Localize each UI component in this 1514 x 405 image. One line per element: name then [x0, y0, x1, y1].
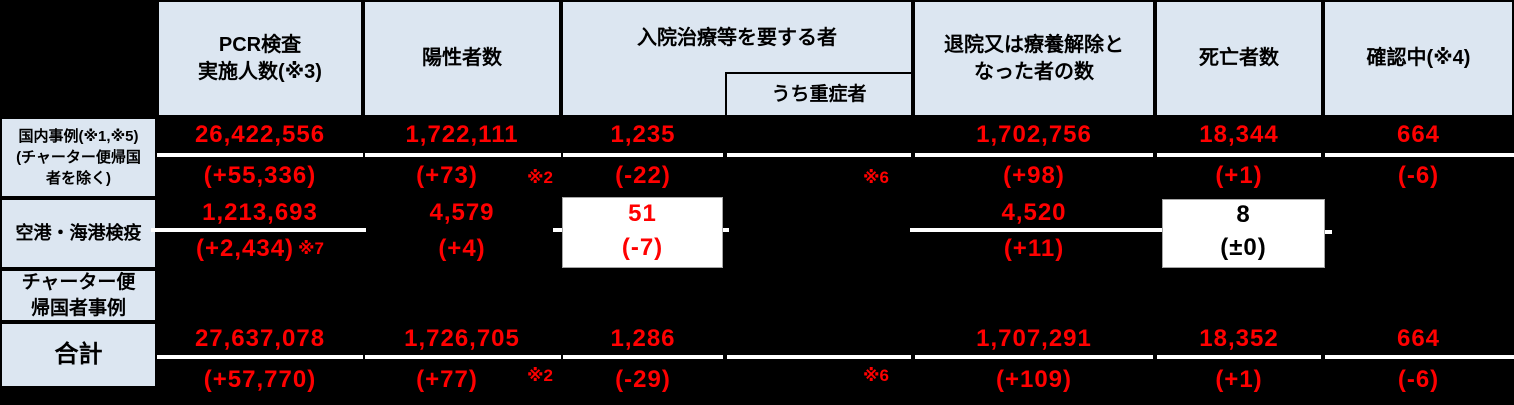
- delta: (+1): [1215, 366, 1263, 393]
- value: 27,637,078: [194, 324, 326, 352]
- value: 664: [1396, 121, 1441, 148]
- delta: (-7): [621, 234, 664, 261]
- row-label-charter-flight-returnees: チャーター便 帰国者事例: [0, 269, 157, 322]
- divider-line: [1157, 153, 1321, 157]
- delta: (+1): [1215, 161, 1263, 189]
- delta: (+11): [1003, 234, 1065, 262]
- divider-line: [727, 355, 911, 359]
- divider-line: [553, 228, 562, 232]
- footnote-mark: ※6: [863, 366, 889, 385]
- footnote-mark: ※6: [863, 168, 889, 187]
- value: 664: [1396, 324, 1441, 352]
- cell-domestic-pcr: 26,422,556 (+55,336): [157, 117, 363, 198]
- value: 1,722,111: [405, 121, 519, 148]
- highlight-box-quarantine-hospitalized: 51 (-7): [562, 197, 723, 268]
- delta: (-29): [615, 366, 671, 393]
- cell-total-confirming: 664 (-6): [1323, 322, 1514, 405]
- divider-line: [1325, 153, 1514, 157]
- divider-line: [723, 228, 729, 232]
- divider-line: [915, 355, 1153, 359]
- delta: (+98): [1003, 161, 1065, 189]
- cell-domestic-severe: ※6: [725, 117, 913, 198]
- delta-text: (+2,434): [195, 234, 295, 262]
- value: 51: [628, 199, 657, 227]
- delta: (±0): [1220, 234, 1267, 261]
- value: 1,235: [610, 121, 676, 148]
- header-discharged-recovered: 退院又は療養解除と なった者の数: [913, 0, 1155, 117]
- cell-domestic-discharged: 1,702,756 (+98): [913, 117, 1155, 198]
- value: 8: [1236, 200, 1251, 228]
- cell-domestic-confirming: 664 (-6): [1323, 117, 1514, 198]
- cell-total-positive: 1,726,705 (+77) ※2: [363, 322, 561, 405]
- highlight-box-quarantine-deaths: 8 (±0): [1162, 199, 1325, 268]
- cell-quarantine-positive: 4,579 (+4): [363, 198, 561, 269]
- header-pcr-tests: PCR検査 実施人数(※3): [157, 0, 363, 117]
- footnote-mark: ※2: [527, 168, 553, 187]
- row-label-airport-seaport-quarantine: 空港・海港検疫: [0, 198, 157, 269]
- divider-line: [915, 153, 1153, 157]
- divider-line: [727, 153, 911, 157]
- delta: (+55,336): [203, 161, 317, 189]
- footnote-mark: ※7: [298, 239, 325, 258]
- cell-quarantine-pcr: 1,213,693 (+2,434) ※7: [157, 198, 363, 269]
- divider-line: [157, 355, 363, 359]
- divider-line: [151, 228, 366, 232]
- value: 18,344: [1199, 121, 1279, 148]
- delta: (+2,434) ※7: [157, 228, 363, 269]
- delta: (+4): [438, 234, 486, 262]
- footnote-mark: ※2: [527, 366, 553, 385]
- delta: (-6): [1397, 366, 1440, 393]
- delta: (+57,770): [203, 366, 317, 393]
- divider-line: [157, 153, 363, 157]
- header-under-confirmation: 確認中(※4): [1323, 0, 1514, 117]
- divider-line: [563, 153, 723, 157]
- cell-quarantine-discharged: 4,520 (+11): [913, 198, 1155, 269]
- cell-total-severe: ※6: [725, 322, 913, 405]
- delta: (+77): [416, 366, 478, 393]
- cell-total-hospitalized: 1,286 (-29): [561, 322, 725, 405]
- delta: (+109): [995, 366, 1073, 393]
- delta: (+73): [416, 161, 478, 189]
- divider-line: [1325, 355, 1514, 359]
- divider-line: [365, 153, 561, 157]
- divider-line: [1157, 355, 1321, 359]
- header-positive-cases: 陽性者数: [363, 0, 561, 117]
- cell-total-deaths: 18,352 (+1): [1155, 322, 1323, 405]
- divider-line: [910, 228, 1162, 232]
- value: 4,520: [1001, 199, 1067, 226]
- row-label-total: 合計: [0, 322, 157, 388]
- cell-domestic-deaths: 18,344 (+1): [1155, 117, 1323, 198]
- value: 1,286: [610, 324, 676, 352]
- cell-total-discharged: 1,707,291 (+109): [913, 322, 1155, 405]
- cell-domestic-hospitalized: 1,235 (-22): [561, 117, 725, 198]
- divider-line: [563, 355, 723, 359]
- header-severe-cases: うち重症者: [725, 72, 913, 117]
- value: 1,726,705: [404, 324, 520, 352]
- value: 18,352: [1199, 324, 1279, 352]
- value: 4,579: [429, 199, 495, 226]
- value: 1,213,693: [202, 199, 318, 226]
- row-label-domestic-cases: 国内事例(※1,※5) (チャーター便帰国 者を除く): [0, 117, 157, 198]
- cell-total-pcr: 27,637,078 (+57,770): [157, 322, 363, 405]
- divider-line: [365, 355, 561, 359]
- divider-line: [1325, 230, 1332, 234]
- value: 1,707,291: [976, 324, 1092, 352]
- delta: (-22): [615, 161, 671, 189]
- value: 1,702,756: [976, 121, 1092, 148]
- delta: (-6): [1397, 161, 1440, 189]
- cell-domestic-positive: 1,722,111 (+73) ※2: [363, 117, 561, 198]
- value: 26,422,556: [194, 121, 326, 148]
- header-deaths: 死亡者数: [1155, 0, 1323, 117]
